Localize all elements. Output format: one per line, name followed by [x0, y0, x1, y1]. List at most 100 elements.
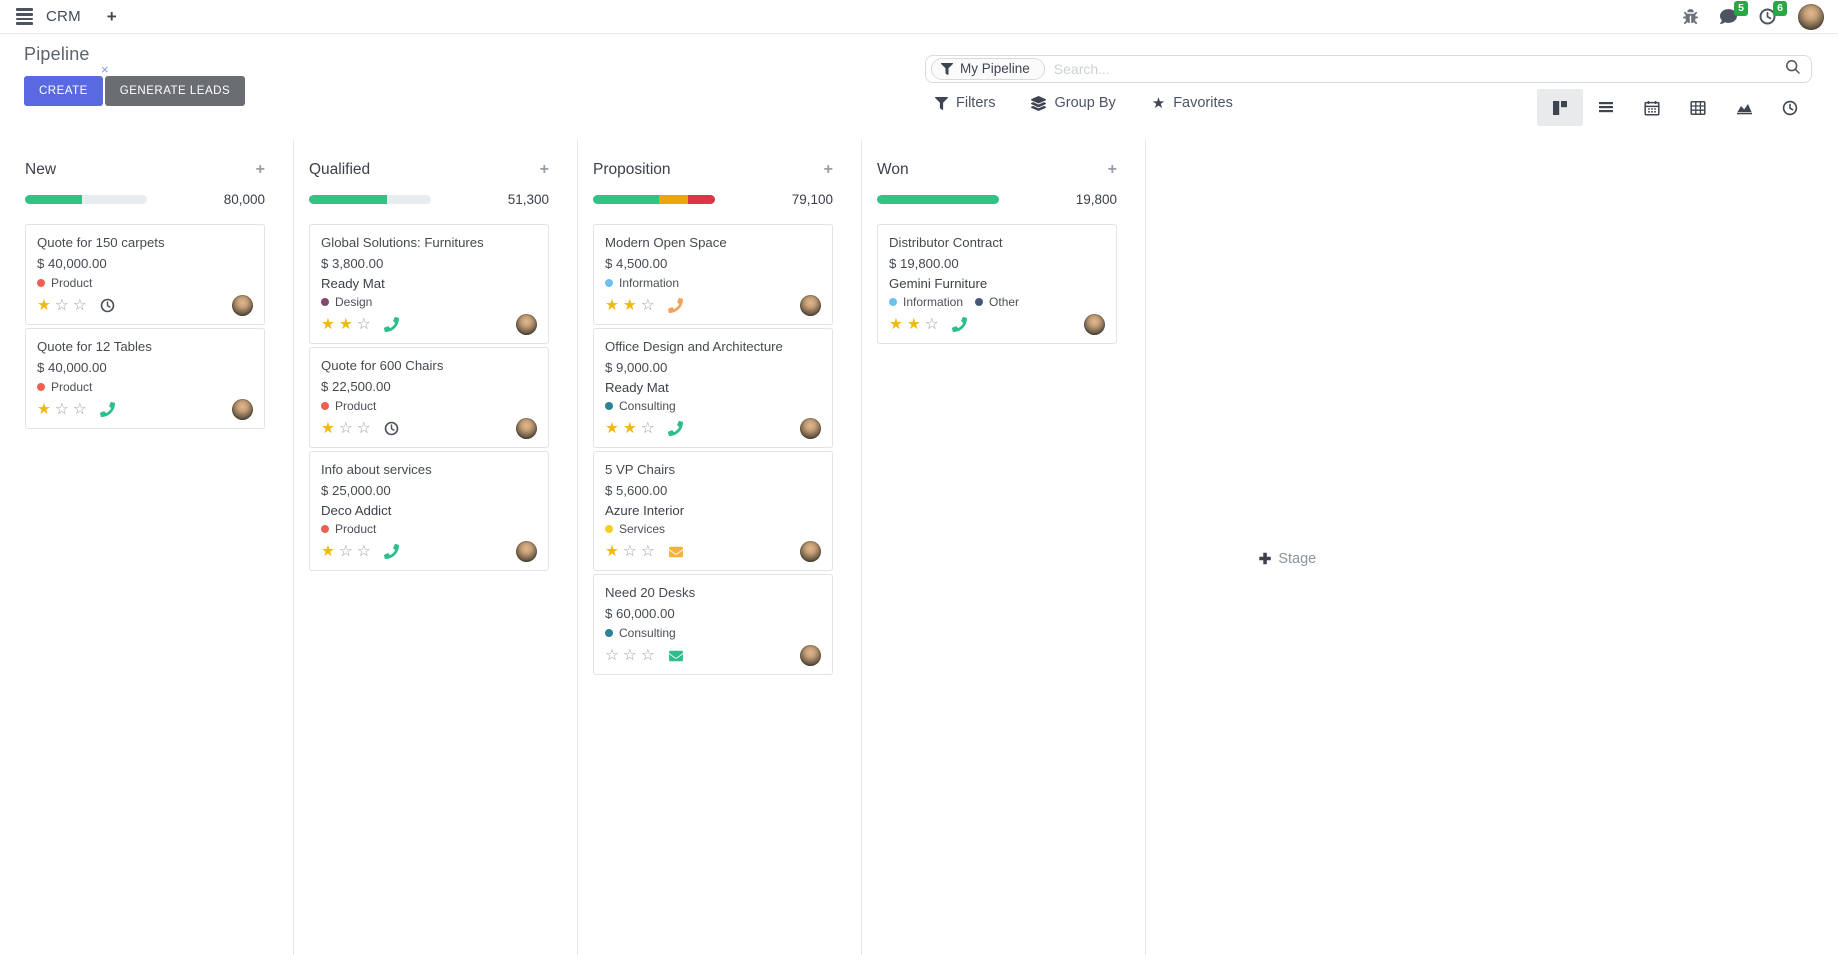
- star-empty-icon[interactable]: ☆: [622, 646, 641, 664]
- create-button[interactable]: CREATE: [24, 76, 103, 106]
- column-progressbar[interactable]: [877, 195, 999, 204]
- star-filled-icon[interactable]: ★: [321, 542, 339, 560]
- star-filled-icon[interactable]: ★: [605, 296, 623, 314]
- activity-icon[interactable]: [667, 298, 683, 313]
- graph-view-button[interactable]: [1721, 89, 1767, 126]
- priority-stars[interactable]: ★☆☆: [321, 544, 375, 560]
- progress-segment[interactable]: [593, 195, 659, 204]
- group-by-menu[interactable]: Group By: [1031, 95, 1116, 111]
- star-filled-icon[interactable]: ★: [338, 315, 357, 333]
- opportunity-card[interactable]: Need 20 Desks $ 60,000.00 Consulting ☆☆☆: [593, 574, 833, 675]
- priority-stars[interactable]: ★★☆: [321, 317, 375, 333]
- star-empty-icon[interactable]: ☆: [640, 646, 659, 664]
- add-record-icon[interactable]: +: [823, 161, 833, 178]
- star-filled-icon[interactable]: ★: [321, 419, 339, 437]
- activity-icon[interactable]: [383, 317, 399, 332]
- column-title[interactable]: Won: [877, 161, 909, 178]
- generate-leads-button[interactable]: GENERATE LEADS: [104, 76, 246, 106]
- priority-stars[interactable]: ☆☆☆: [605, 648, 659, 664]
- list-view-button[interactable]: [1583, 89, 1629, 126]
- progress-segment[interactable]: [658, 195, 689, 204]
- opportunity-card[interactable]: Global Solutions: Furnitures $ 3,800.00 …: [309, 224, 549, 344]
- add-stage-button[interactable]: ✚ Stage: [1259, 163, 1316, 955]
- opportunity-card[interactable]: Office Design and Architecture $ 9,000.0…: [593, 328, 833, 448]
- star-filled-icon[interactable]: ★: [37, 400, 55, 418]
- progress-segment[interactable]: [309, 195, 388, 204]
- priority-stars[interactable]: ★★☆: [889, 317, 943, 333]
- star-filled-icon[interactable]: ★: [605, 419, 623, 437]
- progress-segment[interactable]: [877, 195, 999, 204]
- star-empty-icon[interactable]: ☆: [338, 542, 357, 560]
- bug-icon[interactable]: [1683, 9, 1698, 24]
- activity-icon[interactable]: [383, 544, 399, 559]
- column-title[interactable]: Qualified: [309, 161, 371, 178]
- column-title[interactable]: Proposition: [593, 161, 671, 178]
- opportunity-card[interactable]: Distributor Contract $ 19,800.00 Gemini …: [877, 224, 1117, 344]
- opportunity-card[interactable]: Modern Open Space $ 4,500.00 Information…: [593, 224, 833, 325]
- add-record-icon[interactable]: +: [539, 161, 549, 178]
- star-empty-icon[interactable]: ☆: [622, 542, 641, 560]
- favorites-menu[interactable]: ★ Favorites: [1152, 94, 1233, 112]
- column-progressbar[interactable]: [593, 195, 715, 204]
- column-progressbar[interactable]: [25, 195, 147, 204]
- activity-icon[interactable]: [667, 421, 683, 436]
- star-empty-icon[interactable]: ☆: [54, 400, 73, 418]
- star-empty-icon[interactable]: ☆: [356, 542, 375, 560]
- activity-icon[interactable]: [951, 317, 967, 332]
- star-empty-icon[interactable]: ☆: [640, 542, 659, 560]
- star-empty-icon[interactable]: ☆: [640, 419, 659, 437]
- priority-stars[interactable]: ★☆☆: [37, 298, 91, 314]
- add-record-icon[interactable]: +: [1107, 161, 1117, 178]
- priority-stars[interactable]: ★☆☆: [605, 544, 659, 560]
- kanban-view-button[interactable]: [1537, 89, 1583, 126]
- app-name[interactable]: CRM: [46, 8, 81, 25]
- star-empty-icon[interactable]: ☆: [356, 419, 375, 437]
- opportunity-card[interactable]: Quote for 600 Chairs $ 22,500.00 Product…: [309, 347, 549, 448]
- star-filled-icon[interactable]: ★: [906, 315, 925, 333]
- priority-stars[interactable]: ★★☆: [605, 298, 659, 314]
- star-empty-icon[interactable]: ☆: [54, 296, 73, 314]
- star-filled-icon[interactable]: ★: [622, 296, 641, 314]
- priority-stars[interactable]: ★☆☆: [321, 421, 375, 437]
- opportunity-card[interactable]: Quote for 150 carpets $ 40,000.00 Produc…: [25, 224, 265, 325]
- star-empty-icon[interactable]: ☆: [72, 400, 91, 418]
- star-empty-icon[interactable]: ☆: [924, 315, 943, 333]
- column-title[interactable]: New: [25, 161, 57, 178]
- calendar-view-button[interactable]: [1629, 89, 1675, 126]
- star-empty-icon[interactable]: ☆: [605, 646, 623, 664]
- star-filled-icon[interactable]: ★: [37, 296, 55, 314]
- add-record-icon[interactable]: +: [255, 161, 265, 178]
- star-empty-icon[interactable]: ☆: [356, 315, 375, 333]
- progress-segment[interactable]: [688, 195, 715, 204]
- opportunity-card[interactable]: Quote for 12 Tables $ 40,000.00 Product …: [25, 328, 265, 429]
- priority-stars[interactable]: ★★☆: [605, 421, 659, 437]
- opportunity-card[interactable]: Info about services $ 25,000.00 Deco Add…: [309, 451, 549, 571]
- star-filled-icon[interactable]: ★: [889, 315, 907, 333]
- search-facet[interactable]: My Pipeline: [931, 58, 1045, 80]
- messages-icon[interactable]: 5: [1720, 1, 1748, 25]
- facet-remove-icon[interactable]: ×: [101, 62, 109, 77]
- apps-menu-icon[interactable]: [14, 4, 35, 28]
- activity-icon[interactable]: [100, 298, 115, 313]
- activities-icon[interactable]: 6: [1759, 1, 1787, 25]
- column-progressbar[interactable]: [309, 195, 431, 204]
- filters-menu[interactable]: Filters: [935, 95, 995, 111]
- activity-view-button[interactable]: [1767, 89, 1813, 126]
- star-empty-icon[interactable]: ☆: [338, 419, 357, 437]
- priority-stars[interactable]: ★☆☆: [37, 402, 91, 418]
- activity-icon[interactable]: [668, 545, 684, 559]
- star-filled-icon[interactable]: ★: [622, 419, 641, 437]
- progress-segment[interactable]: [25, 195, 83, 204]
- star-filled-icon[interactable]: ★: [605, 542, 623, 560]
- activity-icon[interactable]: [99, 402, 115, 417]
- opportunity-card[interactable]: 5 VP Chairs $ 5,600.00 Azure Interior Se…: [593, 451, 833, 571]
- user-avatar[interactable]: [1798, 3, 1824, 30]
- activity-icon[interactable]: [668, 649, 684, 663]
- search-icon[interactable]: [1785, 59, 1801, 80]
- star-empty-icon[interactable]: ☆: [72, 296, 91, 314]
- add-icon[interactable]: +: [106, 7, 117, 26]
- search-input[interactable]: [1053, 61, 1785, 77]
- search-bar[interactable]: My Pipeline: [925, 55, 1812, 83]
- activity-icon[interactable]: [384, 421, 399, 436]
- star-empty-icon[interactable]: ☆: [640, 296, 659, 314]
